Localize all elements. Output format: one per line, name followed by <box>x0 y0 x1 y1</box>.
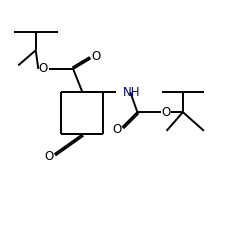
Text: O: O <box>112 123 122 136</box>
Text: NH: NH <box>123 86 140 99</box>
Text: O: O <box>39 62 48 76</box>
Text: O: O <box>161 106 170 119</box>
Text: O: O <box>45 150 54 163</box>
Text: O: O <box>91 50 100 63</box>
